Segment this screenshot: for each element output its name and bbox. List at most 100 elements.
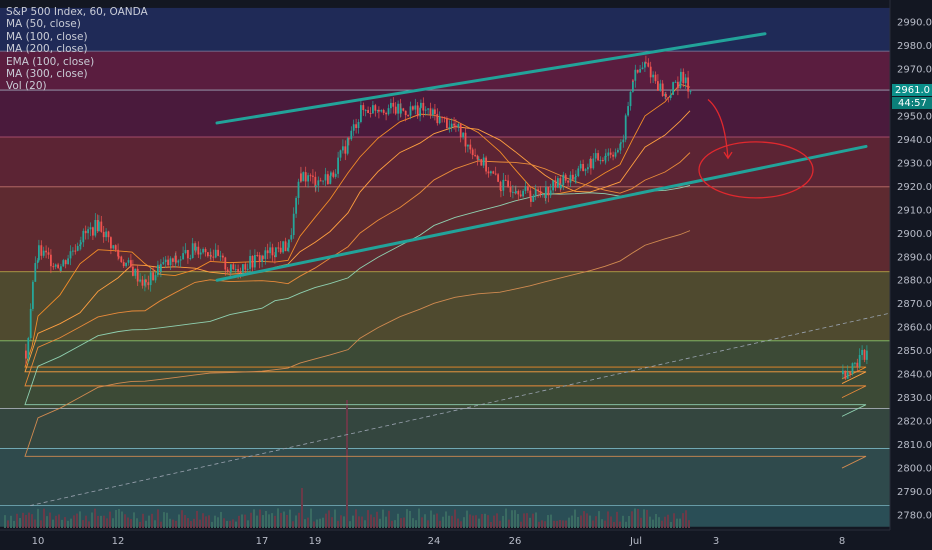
volume-bar <box>541 520 543 528</box>
volume-bar <box>106 518 108 528</box>
candle <box>256 255 259 257</box>
candle <box>282 241 284 253</box>
price-tick-label: 2860.0 <box>897 323 932 334</box>
volume-bar <box>622 515 624 528</box>
candle <box>392 102 395 107</box>
candle <box>144 279 146 286</box>
candle <box>607 152 610 156</box>
candle <box>665 93 667 98</box>
candle <box>207 252 209 257</box>
candle <box>849 372 851 374</box>
volume-bar <box>172 519 174 528</box>
candle <box>266 250 269 254</box>
candle <box>572 174 574 180</box>
candle <box>169 258 172 266</box>
candle <box>627 106 629 116</box>
volume-bar <box>298 512 300 528</box>
candle <box>434 109 436 114</box>
candle <box>312 175 314 177</box>
time-axis-bg[interactable] <box>0 530 932 550</box>
candle <box>636 69 639 73</box>
volume-bar <box>637 508 639 528</box>
volume-bar <box>400 518 402 528</box>
candle <box>587 167 589 170</box>
candle <box>476 155 479 160</box>
candle <box>612 154 614 157</box>
candle <box>380 110 383 112</box>
candle <box>47 252 50 255</box>
candle <box>599 159 602 161</box>
candle <box>134 268 137 276</box>
volume-bar <box>655 513 657 528</box>
volume-bar <box>385 516 387 528</box>
volume-bar <box>256 515 258 528</box>
candle <box>262 255 264 259</box>
volume-bar <box>394 520 396 528</box>
candle <box>254 255 256 268</box>
legend-ma200: MA (200, close) <box>6 43 88 56</box>
candle <box>339 150 342 158</box>
candle <box>632 80 634 92</box>
countdown-badge <box>892 97 932 109</box>
volume-bar <box>610 516 612 528</box>
volume-bar <box>34 519 36 528</box>
volume-bar <box>439 520 441 528</box>
volume-bar <box>616 511 618 528</box>
time-tick-label: 24 <box>428 536 441 547</box>
candle <box>534 189 537 196</box>
candle <box>251 256 254 268</box>
drawings[interactable] <box>215 32 868 282</box>
candle <box>360 105 362 115</box>
candle <box>324 174 327 181</box>
price-badges: 2961.0 44:57 <box>892 84 932 109</box>
candle <box>342 146 344 151</box>
volume-bar <box>58 514 60 528</box>
candle <box>92 227 94 236</box>
volume-bar <box>538 521 540 528</box>
price-tick-label: 2790.0 <box>897 487 932 498</box>
candle <box>487 171 490 174</box>
volume-bar <box>679 518 681 528</box>
price-tick-label: 2900.0 <box>897 229 932 240</box>
candle <box>645 62 647 64</box>
candle <box>175 255 177 263</box>
volume-bar <box>652 519 654 528</box>
volume-bar <box>547 515 549 528</box>
candle <box>98 221 100 232</box>
volume-bar <box>202 513 204 528</box>
candle <box>52 266 55 268</box>
projection-arrow[interactable] <box>707 98 729 159</box>
volume-bar <box>118 509 120 528</box>
volume-bar <box>574 509 576 528</box>
candle <box>854 362 856 364</box>
candle <box>226 269 229 272</box>
volume-bar <box>658 517 660 528</box>
volume-bar <box>235 521 237 528</box>
volume-bar <box>145 520 147 528</box>
target-ellipse[interactable] <box>698 141 814 199</box>
upper-channel-trendline[interactable] <box>215 32 767 125</box>
candle <box>654 74 657 82</box>
candle <box>332 172 335 177</box>
volume-bar <box>85 515 87 528</box>
candle <box>507 180 509 187</box>
candle <box>863 349 866 360</box>
candle <box>382 110 385 113</box>
volume-bar <box>205 516 207 528</box>
volume-bar <box>295 515 297 528</box>
candle <box>579 163 582 169</box>
candle <box>620 142 622 144</box>
candle <box>372 105 374 114</box>
fib-bands <box>0 7 890 527</box>
volume-bar <box>424 514 426 528</box>
countdown-label: 44:57 <box>898 98 927 109</box>
candle <box>344 146 347 154</box>
candle <box>145 279 147 283</box>
lower-channel-trendline[interactable] <box>215 144 868 282</box>
candle <box>512 191 514 193</box>
candle <box>292 213 295 236</box>
price-tick-label: 2880.0 <box>897 276 932 287</box>
candle <box>464 132 467 147</box>
volume-bar <box>481 514 483 528</box>
